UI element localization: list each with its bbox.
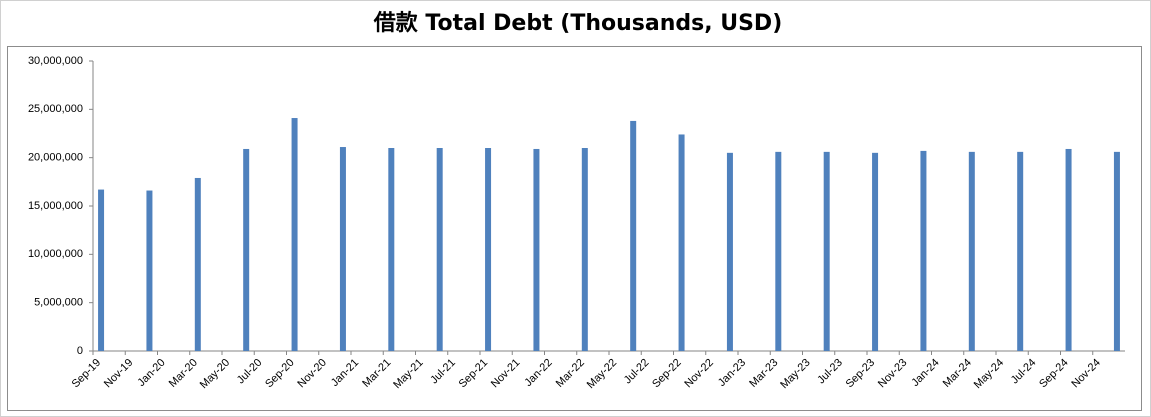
y-tick-label: 10,000,000: [28, 248, 83, 260]
bar: [243, 148, 250, 351]
bar: [194, 177, 201, 351]
bar: [1065, 148, 1072, 351]
bar: [291, 118, 298, 352]
y-tick-label: 0: [77, 345, 83, 357]
bar: [339, 147, 346, 351]
bar: [485, 148, 492, 351]
bar: [388, 148, 395, 351]
chart-title: 借款 Total Debt (Thousands, USD): [373, 10, 783, 36]
bar: [533, 148, 540, 351]
bar: [920, 150, 927, 351]
bar: [146, 190, 153, 351]
bar: [581, 148, 588, 351]
y-tick-label: 5,000,000: [34, 297, 83, 309]
y-tick-label: 15,000,000: [28, 200, 83, 212]
bar: [823, 151, 830, 351]
bar: [678, 134, 685, 351]
bar: [630, 120, 637, 351]
y-tick-label: 30,000,000: [28, 55, 83, 67]
bar: [775, 151, 782, 351]
y-tick-label: 25,000,000: [28, 103, 83, 115]
bar: [1017, 151, 1024, 351]
bar: [98, 189, 105, 351]
bar: [968, 151, 975, 351]
bar: [726, 152, 733, 351]
bar: [872, 152, 879, 351]
y-tick-label: 20,000,000: [28, 152, 83, 164]
bar: [1113, 151, 1120, 351]
bar: [436, 148, 443, 351]
